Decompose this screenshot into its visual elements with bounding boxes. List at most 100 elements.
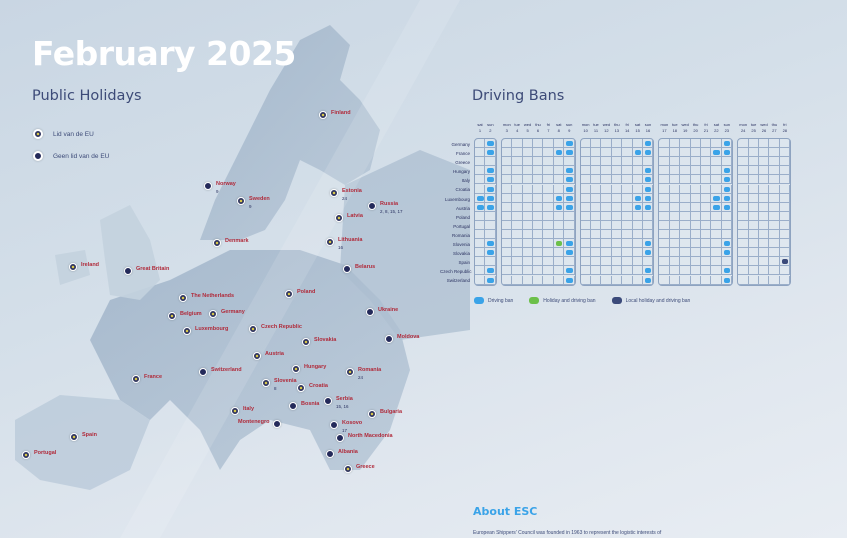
calendar-cell xyxy=(622,257,633,267)
weekday-label: mon xyxy=(660,122,669,127)
day-header: mon 3 xyxy=(502,122,512,134)
driving-ban-marker xyxy=(566,268,573,274)
calendar-cell xyxy=(475,175,486,185)
day-header: mon 10 xyxy=(581,122,591,134)
legend-eu-member: Lid van de EU xyxy=(33,125,109,143)
calendar-cell xyxy=(642,202,654,212)
eu-member-dot-icon xyxy=(302,338,310,346)
calendar-cell xyxy=(700,211,712,221)
calendar-cell xyxy=(721,166,733,176)
non-eu-member-dot-icon xyxy=(324,397,332,405)
day-number: 8 xyxy=(557,128,560,133)
day-number: 25 xyxy=(751,128,756,133)
calendar-cell xyxy=(711,266,722,276)
calendar-cell xyxy=(680,157,691,167)
holiday-dates: 24 xyxy=(358,375,364,380)
calendar-cell xyxy=(779,148,791,158)
driving-ban-marker xyxy=(644,277,652,283)
calendar-cell xyxy=(769,239,780,249)
country-pin: Sweden 9 xyxy=(237,196,270,210)
calendar-cell xyxy=(475,166,486,176)
country-label: France xyxy=(455,151,470,157)
calendar-cell xyxy=(601,230,612,240)
day-number: 19 xyxy=(682,128,688,133)
calendar-cell xyxy=(611,193,623,203)
calendar-cell xyxy=(690,248,701,258)
country-pin: Montenegro xyxy=(238,419,282,428)
calendar-cell xyxy=(501,248,513,258)
calendar-cell xyxy=(779,166,791,176)
calendar-cell xyxy=(632,175,643,185)
eu-member-dot-icon xyxy=(285,290,293,298)
day-number: 11 xyxy=(593,128,599,133)
calendar-cell xyxy=(601,139,612,149)
non-eu-member-dot-icon xyxy=(273,420,282,428)
country-pin: Czech Republic xyxy=(249,324,302,333)
calendar-cell xyxy=(642,266,654,276)
calendar-cell xyxy=(590,193,602,203)
calendar-cell xyxy=(532,184,544,194)
day-number: 2 xyxy=(489,128,492,133)
calendar-cell xyxy=(512,175,523,185)
calendar-cell xyxy=(738,239,749,249)
calendar-cell xyxy=(485,239,496,249)
about-text: European Shippers' Council was founded i… xyxy=(473,530,662,536)
legend-swatch-icon xyxy=(529,297,540,304)
calendar-cell xyxy=(501,202,513,212)
calendar-cell xyxy=(601,184,612,194)
driving-ban-legend: Driving ban Holiday and driving ban Local … xyxy=(474,297,706,304)
calendar-cell xyxy=(485,202,496,212)
driving-ban-marker xyxy=(713,150,720,156)
country-label: Czech Republic xyxy=(440,269,472,275)
calendar-cell xyxy=(738,166,749,176)
calendar-cell xyxy=(779,220,791,230)
calendar-cell xyxy=(680,266,691,276)
calendar-cell xyxy=(758,193,770,203)
calendar-cell xyxy=(622,275,633,285)
country-pin: North Macedonia xyxy=(336,433,393,442)
calendar-cell xyxy=(748,139,759,149)
calendar-cell xyxy=(711,211,722,221)
driving-ban-marker xyxy=(723,268,731,274)
country-pin: Ireland xyxy=(69,262,99,271)
calendar-cell xyxy=(601,257,612,267)
calendar-cell xyxy=(622,266,633,276)
calendar-cell xyxy=(779,193,791,203)
driving-ban-marker xyxy=(566,168,573,174)
local-holiday-driving-ban-marker xyxy=(781,259,789,265)
calendar-cell xyxy=(475,202,486,212)
country-pin: Russia 2, 8, 15, 17 xyxy=(368,201,403,215)
calendar-cell xyxy=(758,257,770,267)
calendar-cell xyxy=(758,202,770,212)
weekday-label: mon xyxy=(502,122,511,127)
eu-member-dot-icon xyxy=(292,365,300,373)
calendar-cell xyxy=(632,266,643,276)
calendar-cell xyxy=(522,184,533,194)
country-name: Slovenia xyxy=(274,378,297,384)
driving-ban-marker xyxy=(566,177,573,183)
day-header: thu 6 xyxy=(533,122,543,134)
country-pin: Austria xyxy=(253,351,284,360)
eu-member-dot-icon xyxy=(344,465,352,473)
weekday-label: tue xyxy=(750,122,757,127)
calendar-cell xyxy=(590,166,602,176)
calendar-cell xyxy=(590,184,602,194)
calendar-cell xyxy=(501,193,513,203)
legend-item: Local holiday and driving ban xyxy=(611,297,691,304)
legend-swatch-icon xyxy=(611,297,622,304)
calendar-cell xyxy=(475,257,486,267)
driving-ban-marker xyxy=(723,150,731,156)
calendar-cell xyxy=(512,239,523,249)
calendar-cell xyxy=(553,230,565,240)
calendar-cell xyxy=(590,230,602,240)
country-name: Belgium xyxy=(180,311,202,317)
calendar-cell xyxy=(669,257,681,267)
eu-member-dot-icon xyxy=(237,197,245,205)
legend-label: Local holiday and driving ban xyxy=(625,297,691,304)
driving-ban-marker xyxy=(644,204,652,210)
driving-ban-marker xyxy=(723,168,731,174)
calendar-cell xyxy=(532,211,544,221)
calendar-cell xyxy=(522,266,533,276)
calendar-cell xyxy=(512,266,523,276)
calendar-cell xyxy=(680,166,691,176)
